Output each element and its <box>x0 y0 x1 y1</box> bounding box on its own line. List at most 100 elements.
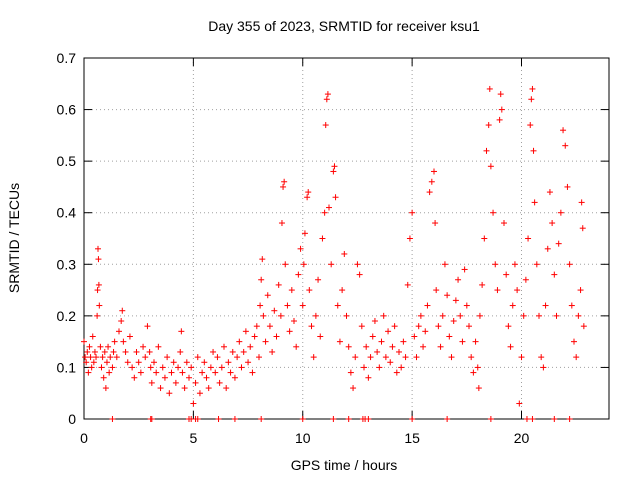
data-point <box>580 323 587 330</box>
data-point <box>487 416 494 422</box>
data-point <box>107 354 114 361</box>
y-tick-label: 0.5 <box>57 153 77 169</box>
x-tick-label: 0 <box>80 430 88 446</box>
data-point <box>262 338 269 345</box>
data-point <box>95 256 102 263</box>
data-point <box>124 359 131 366</box>
data-point <box>299 302 306 309</box>
data-point <box>566 416 573 422</box>
x-tick-label: 15 <box>404 430 420 446</box>
data-point <box>93 354 100 361</box>
data-point <box>126 333 133 340</box>
data-point <box>257 302 264 309</box>
x-tick-label: 20 <box>514 430 530 446</box>
y-tick-label: 0.6 <box>57 102 77 118</box>
y-axis-label: SRMTID / TECUs <box>6 183 22 293</box>
data-point <box>404 281 411 288</box>
data-point <box>282 261 289 268</box>
data-point <box>295 271 302 278</box>
data-point <box>466 323 472 330</box>
data-point <box>119 307 126 314</box>
data-point <box>299 416 306 422</box>
data-point <box>82 354 89 361</box>
data-point <box>280 183 287 190</box>
y-tick-label: 0.3 <box>57 256 77 272</box>
x-axis-label: GPS time / hours <box>291 457 398 473</box>
data-point <box>481 235 488 242</box>
data-point <box>288 287 295 294</box>
data-point <box>101 348 108 355</box>
data-point <box>387 359 394 366</box>
data-point <box>168 369 175 376</box>
data-point <box>273 333 280 340</box>
data-point <box>531 199 538 206</box>
data-point <box>551 416 558 422</box>
data-point <box>192 379 199 386</box>
data-point <box>300 261 307 268</box>
data-point <box>89 333 96 340</box>
data-point <box>444 416 451 422</box>
data-point <box>345 416 352 422</box>
data-point <box>350 385 357 392</box>
data-point <box>146 348 153 355</box>
y-tick-label: 0.4 <box>57 205 77 221</box>
data-point <box>188 364 195 371</box>
data-point <box>201 359 208 366</box>
data-point <box>354 261 361 268</box>
data-point <box>380 312 387 319</box>
data-point <box>216 379 223 386</box>
data-point <box>147 364 154 371</box>
data-point <box>326 204 332 211</box>
data-point <box>426 189 433 196</box>
data-point <box>322 122 329 129</box>
data-point <box>245 359 252 366</box>
data-point <box>234 354 241 361</box>
data-point <box>472 338 479 345</box>
data-point <box>371 318 378 325</box>
data-point <box>177 348 184 355</box>
data-point <box>424 302 431 309</box>
data-point <box>457 312 464 319</box>
data-point <box>361 364 367 371</box>
data-point <box>341 250 348 257</box>
data-point <box>181 385 188 392</box>
data-point <box>476 312 483 319</box>
data-point <box>433 287 440 294</box>
data-point <box>577 287 584 294</box>
data-point <box>144 323 151 330</box>
data-point <box>179 369 186 376</box>
data-point <box>549 220 556 227</box>
data-point <box>486 85 493 92</box>
data-point <box>247 343 254 350</box>
data-point <box>446 333 453 340</box>
data-point <box>214 354 221 361</box>
data-point <box>312 312 319 319</box>
data-point <box>497 91 504 98</box>
data-point <box>264 292 271 299</box>
data-point <box>242 328 249 335</box>
data-point <box>441 261 448 268</box>
data-point <box>94 287 101 294</box>
data-point <box>315 276 322 283</box>
data-point <box>140 343 147 350</box>
data-point <box>455 276 462 283</box>
data-point <box>365 416 372 422</box>
data-point <box>529 416 536 422</box>
data-point <box>253 323 260 330</box>
data-point <box>161 374 168 381</box>
data-point <box>105 343 112 350</box>
data-point <box>170 359 177 366</box>
chart-title: Day 355 of 2023, SRMTID for receiver ksu… <box>208 18 480 34</box>
data-point <box>106 369 113 376</box>
data-point <box>347 369 354 376</box>
data-point <box>566 261 573 268</box>
data-point <box>391 323 398 330</box>
data-point <box>238 364 245 371</box>
data-point <box>210 348 217 355</box>
data-point <box>118 318 125 325</box>
data-point <box>148 416 155 422</box>
data-point <box>305 189 312 196</box>
data-point <box>135 359 142 366</box>
data-point <box>205 385 212 392</box>
